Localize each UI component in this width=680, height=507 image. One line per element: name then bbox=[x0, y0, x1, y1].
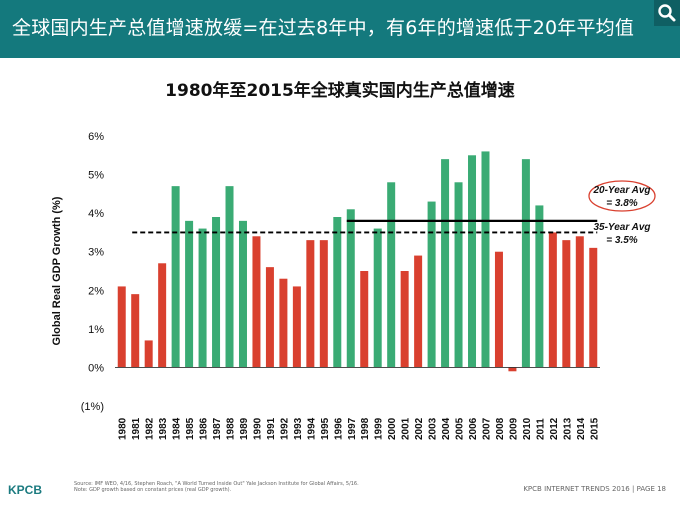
source-line: Source: IMF WEO, 4/16, Stephen Roach, "A… bbox=[74, 481, 359, 487]
x-tick-label: 2000 bbox=[387, 417, 398, 440]
bar-1989 bbox=[238, 220, 247, 368]
bar-1991 bbox=[265, 267, 274, 368]
avg-20-year-highlight bbox=[588, 180, 656, 212]
y-tick-label: 1% bbox=[88, 324, 104, 336]
x-tick-label: 2007 bbox=[481, 417, 492, 440]
gdp-growth-chart: (1%) 0% 1% 2% 3% 4% 5% 6% Global Real GDP Growth… bbox=[51, 131, 656, 440]
x-tick-label: 1982 bbox=[145, 417, 156, 440]
bar-2002 bbox=[414, 255, 423, 368]
bar-1987 bbox=[212, 217, 221, 368]
bar-1995 bbox=[319, 240, 328, 368]
bar-2015 bbox=[589, 247, 598, 368]
x-tick-label: 1986 bbox=[199, 417, 210, 440]
bar-1988 bbox=[225, 186, 234, 368]
x-tick-label: 1985 bbox=[185, 417, 196, 440]
page-title: 全球国内生产总值增速放缓=在过去8年中，有6年的增速低于20年平均值 bbox=[12, 17, 635, 39]
x-tick-label: 1994 bbox=[306, 417, 317, 440]
avg-20-year-label: 20-Year Avg bbox=[592, 185, 650, 196]
x-tick-label: 1984 bbox=[172, 417, 183, 440]
bar-1999 bbox=[373, 228, 382, 368]
x-tick-label: 1991 bbox=[266, 417, 277, 440]
x-tick-label: 1992 bbox=[279, 417, 290, 440]
bar-1993 bbox=[292, 286, 301, 368]
bar-2008 bbox=[494, 251, 503, 368]
source-note: Source: IMF WEO, 4/16, Stephen Roach, "A… bbox=[74, 481, 374, 493]
bar-1990 bbox=[252, 236, 261, 368]
x-tick-label: 1998 bbox=[360, 417, 371, 440]
bar-2013 bbox=[562, 240, 571, 368]
x-tick-label: 1996 bbox=[333, 417, 344, 440]
bar-2014 bbox=[575, 236, 584, 368]
bar-2003 bbox=[427, 201, 436, 368]
x-tick-label: 2015 bbox=[589, 417, 600, 440]
x-tick-label: 1988 bbox=[226, 417, 237, 440]
bar-1982 bbox=[144, 340, 153, 368]
bar-2012 bbox=[548, 232, 557, 368]
x-tick-label: 2003 bbox=[428, 417, 439, 440]
y-tick-label: 5% bbox=[88, 170, 104, 182]
x-tick-label: 1999 bbox=[374, 417, 385, 440]
y-tick-label: 3% bbox=[88, 247, 104, 259]
x-tick-label: 2002 bbox=[414, 417, 425, 440]
x-tick-label: 1983 bbox=[158, 417, 169, 440]
y-axis-title: Global Real GDP Growth (%) bbox=[51, 196, 63, 345]
bar-2007 bbox=[481, 151, 490, 368]
x-tick-label: 1980 bbox=[118, 417, 129, 440]
x-tick-label: 2008 bbox=[495, 417, 506, 440]
search-icon bbox=[658, 4, 676, 22]
x-tick-label: 2013 bbox=[562, 417, 573, 440]
bar-1983 bbox=[158, 263, 167, 368]
bar-2011 bbox=[535, 205, 544, 368]
x-tick-label: 2014 bbox=[576, 417, 587, 440]
bar-1992 bbox=[279, 278, 288, 368]
x-tick-label: 1989 bbox=[239, 417, 250, 440]
x-tick-label: 2011 bbox=[535, 418, 546, 440]
x-tick-label: 2009 bbox=[508, 417, 519, 440]
bar-1996 bbox=[333, 217, 342, 368]
x-tick-label: 1997 bbox=[347, 417, 358, 440]
y-tick-label: (1%) bbox=[81, 401, 104, 413]
bar-1997 bbox=[346, 209, 355, 368]
note-line: Note: GDP growth based on constant price… bbox=[74, 487, 232, 493]
bar-1985 bbox=[185, 220, 194, 368]
x-tick-label: 1987 bbox=[212, 417, 223, 440]
x-tick-label: 2001 bbox=[401, 417, 412, 440]
bar-2005 bbox=[454, 182, 463, 368]
y-tick-label: 2% bbox=[88, 285, 104, 297]
page-label: KPCB INTERNET TRENDS 2016 | PAGE 18 bbox=[523, 485, 666, 493]
x-tick-label: 2012 bbox=[549, 417, 560, 440]
chart-title: 1980年至2015年全球真实国内生产总值增速 bbox=[165, 81, 515, 101]
bar-2010 bbox=[521, 159, 530, 368]
search-button[interactable] bbox=[654, 0, 680, 26]
x-tick-label: 2004 bbox=[441, 417, 452, 440]
bar-1994 bbox=[306, 240, 315, 368]
bar-1986 bbox=[198, 228, 207, 368]
x-tick-label: 1990 bbox=[252, 417, 263, 440]
x-tick-label: 1993 bbox=[293, 417, 304, 440]
avg-35-year-label: 35-Year Avg bbox=[593, 222, 650, 233]
y-tick-label: 0% bbox=[88, 362, 104, 374]
bar-2000 bbox=[387, 182, 396, 368]
bar-1984 bbox=[171, 186, 180, 368]
bar-1998 bbox=[360, 271, 369, 368]
x-tick-label: 2006 bbox=[468, 417, 479, 440]
y-tick-label: 4% bbox=[88, 208, 104, 220]
bar-2009 bbox=[508, 367, 517, 372]
bar-1980 bbox=[117, 286, 126, 368]
bar-1981 bbox=[131, 294, 140, 368]
bar-2006 bbox=[468, 155, 477, 368]
bar-2001 bbox=[400, 271, 409, 368]
x-tick-label: 1981 bbox=[131, 417, 142, 440]
x-tick-label: 2005 bbox=[455, 417, 466, 440]
x-tick-label: 2010 bbox=[522, 417, 533, 440]
bar-2004 bbox=[441, 159, 450, 368]
kpcb-logo: KPCB bbox=[8, 483, 43, 497]
x-tick-label: 1995 bbox=[320, 417, 331, 440]
avg-35-year-value: = 3.5% bbox=[606, 235, 638, 246]
avg-20-year-value: = 3.8% bbox=[606, 198, 638, 209]
title-banner: 全球国内生产总值增速放缓=在过去8年中，有6年的增速低于20年平均值 bbox=[0, 0, 680, 58]
y-tick-label: 6% bbox=[88, 131, 104, 143]
